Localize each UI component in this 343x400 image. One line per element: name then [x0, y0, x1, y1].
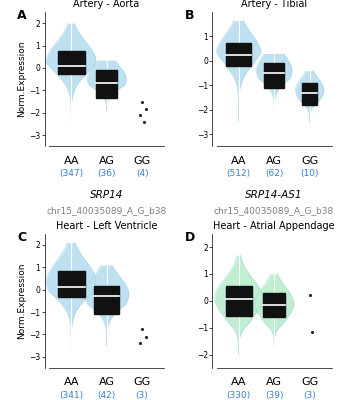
- Bar: [58, 51, 85, 74]
- Text: (36): (36): [97, 169, 116, 178]
- Text: AA: AA: [231, 378, 246, 388]
- Point: [139, 98, 145, 105]
- Point: [307, 292, 312, 299]
- Bar: [263, 293, 285, 317]
- Text: C: C: [17, 231, 26, 244]
- Point: [139, 326, 145, 332]
- Text: AA: AA: [63, 156, 79, 166]
- Y-axis label: Norm.Expression: Norm.Expression: [17, 262, 26, 339]
- Text: GG: GG: [301, 378, 318, 388]
- Text: (4): (4): [136, 169, 149, 178]
- Text: (62): (62): [265, 169, 283, 178]
- Text: SRP14-AS1: SRP14-AS1: [245, 190, 303, 200]
- Text: Heart - Atrial Appendage: Heart - Atrial Appendage: [213, 221, 335, 231]
- Y-axis label: Norm.Expression: Norm.Expression: [17, 41, 26, 118]
- Text: AA: AA: [231, 156, 246, 166]
- Text: SRP14: SRP14: [90, 190, 123, 200]
- Bar: [94, 286, 119, 314]
- Text: D: D: [185, 231, 195, 244]
- Text: (10): (10): [300, 169, 319, 178]
- Text: A: A: [17, 9, 27, 22]
- Text: chr15_40035089_A_G_b38: chr15_40035089_A_G_b38: [47, 206, 167, 216]
- Point: [138, 340, 143, 346]
- Text: (330): (330): [226, 391, 251, 400]
- Point: [143, 334, 149, 340]
- Text: (39): (39): [265, 391, 283, 400]
- Text: (347): (347): [59, 169, 83, 178]
- Text: AG: AG: [99, 156, 115, 166]
- Text: GG: GG: [133, 378, 151, 388]
- Point: [309, 328, 315, 335]
- Point: [143, 106, 149, 112]
- Text: GG: GG: [301, 156, 318, 166]
- Point: [141, 118, 146, 125]
- Bar: [302, 83, 317, 105]
- Text: Artery - Aorta: Artery - Aorta: [73, 0, 140, 9]
- Text: (341): (341): [59, 391, 83, 400]
- Bar: [58, 271, 85, 298]
- Text: AG: AG: [266, 156, 282, 166]
- Text: AG: AG: [99, 378, 115, 388]
- Bar: [226, 42, 251, 66]
- Bar: [225, 286, 252, 316]
- Text: (3): (3): [303, 391, 316, 400]
- Bar: [264, 63, 284, 88]
- Text: chr15_40035089_A_G_b38: chr15_40035089_A_G_b38: [214, 206, 334, 216]
- Text: GG: GG: [133, 156, 151, 166]
- Text: AA: AA: [63, 378, 79, 388]
- Text: (42): (42): [97, 391, 116, 400]
- Text: (512): (512): [227, 169, 251, 178]
- Text: B: B: [185, 9, 194, 22]
- Point: [138, 112, 143, 118]
- Text: Heart - Left Ventricle: Heart - Left Ventricle: [56, 221, 157, 231]
- Bar: [96, 70, 117, 98]
- Text: AG: AG: [266, 378, 282, 388]
- Text: (3): (3): [136, 391, 149, 400]
- Text: Artery - Tibial: Artery - Tibial: [241, 0, 307, 9]
